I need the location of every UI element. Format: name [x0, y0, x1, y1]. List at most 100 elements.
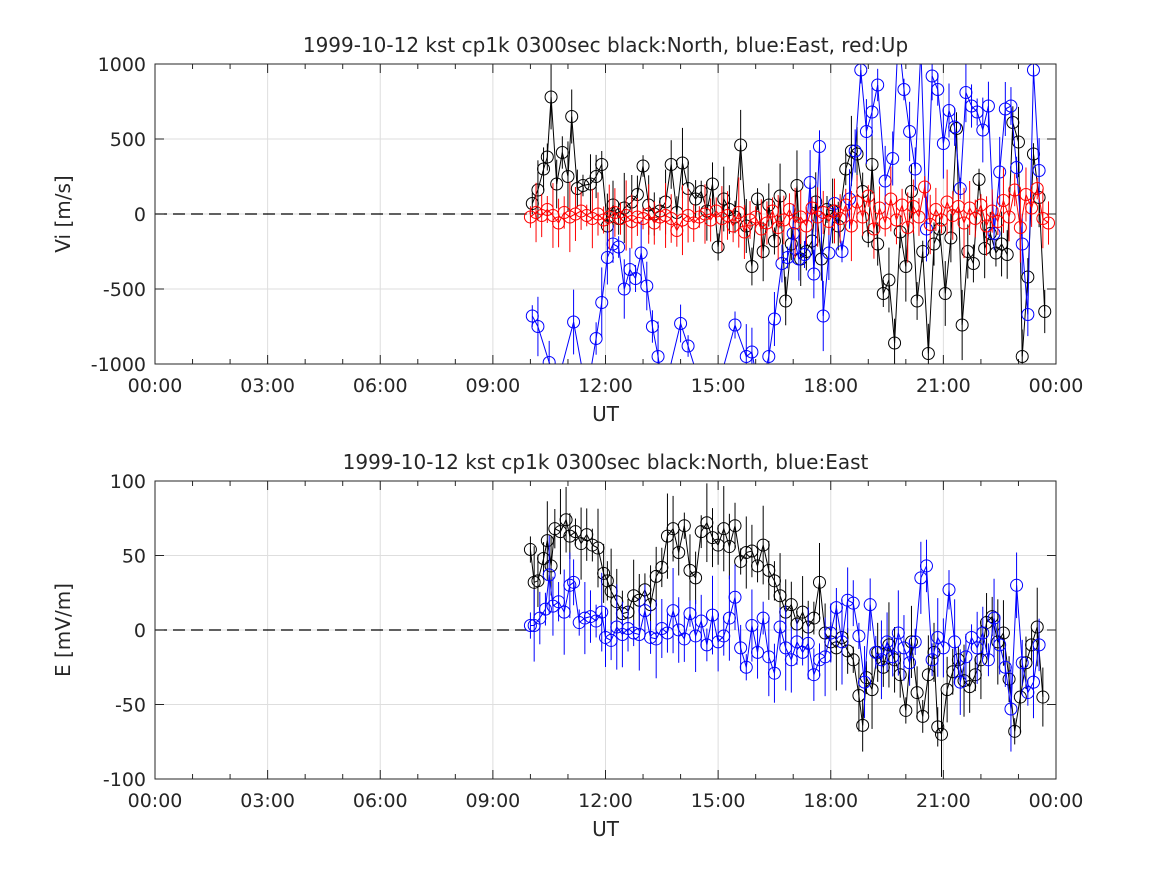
- data-point: [664, 158, 678, 171]
- x-axis-label: UT: [592, 402, 620, 426]
- data-point: [976, 626, 990, 640]
- series-2: [523, 535, 1046, 752]
- data-point: [987, 227, 1001, 240]
- x-tick-label: 12:00: [578, 375, 633, 397]
- data-point: [899, 260, 913, 273]
- data-point: [672, 546, 686, 560]
- data-point: [919, 222, 933, 236]
- data-point: [728, 210, 742, 224]
- y-tick-label: -1000: [91, 354, 146, 376]
- data-point: [1008, 183, 1022, 197]
- data-point: [1013, 690, 1027, 704]
- data-point: [916, 245, 930, 258]
- data-point: [734, 641, 748, 655]
- data-point: [981, 653, 995, 667]
- data-point: [595, 605, 609, 619]
- data-point: [751, 645, 765, 659]
- data-point: [854, 64, 868, 77]
- data-point: [921, 347, 935, 360]
- series-3: [523, 166, 1055, 263]
- y-tick-label: 500: [110, 129, 146, 151]
- data-point: [910, 294, 924, 308]
- data-point: [531, 320, 545, 333]
- data-point: [677, 519, 691, 533]
- data-point: [801, 636, 815, 650]
- data-point: [790, 179, 804, 192]
- data-point: [1000, 248, 1014, 261]
- data-point: [873, 201, 887, 215]
- data-point: [981, 99, 995, 113]
- data-point: [856, 210, 870, 224]
- x-tick-label: 09:00: [465, 790, 520, 812]
- data-point: [993, 165, 1007, 179]
- data-point: [882, 273, 896, 287]
- data-point: [1010, 578, 1024, 592]
- data-point: [784, 237, 798, 251]
- data-point: [779, 294, 793, 308]
- data-point: [972, 173, 986, 186]
- data-point: [1030, 182, 1044, 195]
- data-point: [540, 534, 554, 548]
- data-point: [893, 668, 907, 682]
- data-point: [1002, 672, 1016, 686]
- x-tick-label: 00:00: [1029, 790, 1084, 812]
- data-point: [916, 709, 930, 723]
- data-point: [934, 727, 948, 741]
- data-point: [540, 150, 554, 164]
- data-point: [762, 350, 776, 363]
- y-tick-label: -500: [103, 279, 146, 301]
- data-point: [595, 158, 609, 171]
- data-point: [863, 598, 877, 612]
- x-tick-label: 00:00: [1029, 375, 1084, 397]
- data-point: [567, 575, 581, 589]
- data-point: [968, 212, 982, 225]
- data-point: [888, 336, 902, 350]
- data-point: [908, 162, 922, 176]
- data-point: [537, 162, 551, 176]
- y-tick-label: -50: [115, 695, 146, 717]
- data-point: [927, 237, 941, 251]
- data-point: [824, 626, 838, 640]
- x-tick-label: 21:00: [916, 375, 971, 397]
- data-point: [903, 125, 917, 138]
- data-point: [773, 189, 787, 203]
- data-point: [865, 158, 879, 171]
- data-point: [871, 237, 885, 251]
- x-tick-label: 06:00: [353, 790, 408, 812]
- data-point: [950, 122, 964, 135]
- data-point: [538, 602, 552, 616]
- x-tick-label: 15:00: [691, 790, 746, 812]
- y-tick-label: 0: [134, 204, 146, 226]
- y-tick-label: 0: [134, 620, 146, 642]
- data-point: [858, 675, 872, 689]
- data-point: [1038, 305, 1052, 318]
- data-point: [953, 675, 967, 689]
- data-point: [734, 138, 748, 152]
- x-tick-label: 12:00: [578, 790, 633, 812]
- data-point: [1030, 620, 1044, 634]
- data-point: [948, 635, 962, 649]
- data-point: [910, 686, 924, 700]
- x-tick-label: 03:00: [240, 375, 295, 397]
- data-point: [544, 559, 558, 573]
- x-tick-label: 06:00: [353, 375, 408, 397]
- data-point: [942, 583, 956, 597]
- data-point: [1026, 64, 1040, 77]
- chart-1: 00:00 03:00 06:00 09:00 12:00 15:00 18:00 21:00…: [51, 33, 1084, 426]
- data-point: [938, 287, 952, 300]
- data-point: [1015, 350, 1029, 363]
- data-point: [948, 120, 962, 134]
- data-point: [1004, 702, 1018, 716]
- data-point: [816, 309, 830, 323]
- data-point: [822, 246, 836, 260]
- data-point: [567, 315, 581, 329]
- data-point: [756, 245, 770, 258]
- data-point: [904, 185, 918, 198]
- x-tick-label: 21:00: [916, 790, 971, 812]
- x-tick-label: 18:00: [803, 375, 858, 397]
- data-point: [865, 683, 879, 697]
- chart-title: 1999-10-12 kst cp1k 0300sec black:North,…: [303, 33, 908, 57]
- data-point: [784, 598, 798, 612]
- data-point: [931, 720, 945, 734]
